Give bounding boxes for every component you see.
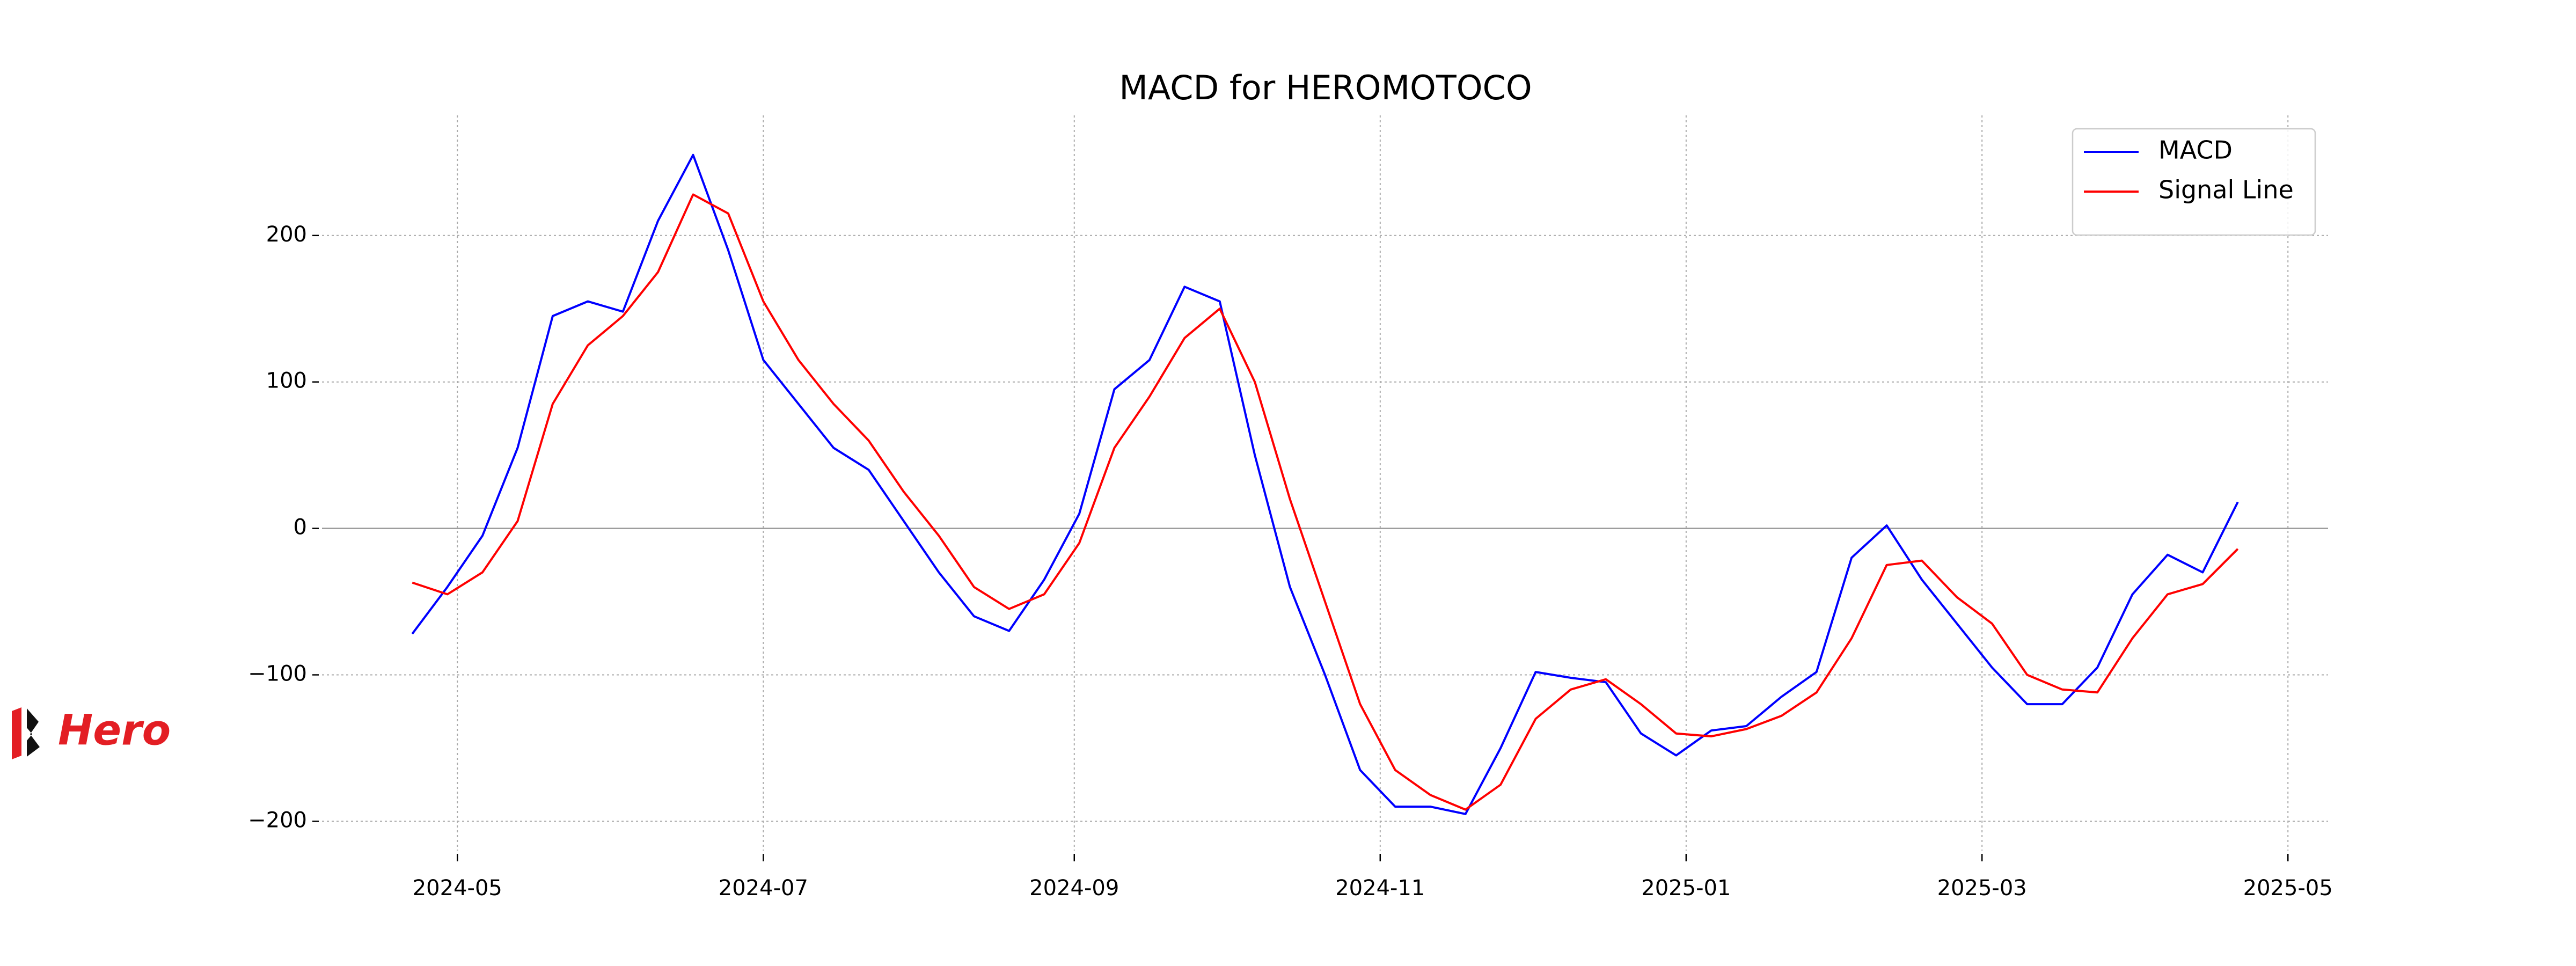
line-series	[412, 193, 2239, 811]
logo-icon	[27, 708, 40, 757]
logo-text: Hero	[58, 706, 171, 755]
chart-title: MACD for HEROMOTOCO	[1119, 68, 1532, 107]
legend-label: Signal Line	[2158, 175, 2294, 204]
x-tick-label: 2025-05	[2243, 876, 2333, 901]
x-tick-label: 2024-09	[1029, 876, 1119, 901]
y-tick-label: −200	[248, 808, 307, 832]
x-tick-label: 2025-03	[1937, 876, 2027, 901]
legend-label: MACD	[2158, 136, 2233, 165]
y-tick-label: 0	[294, 515, 307, 540]
logo-icon	[12, 707, 21, 759]
y-tick-label: 100	[266, 369, 307, 393]
legend-box	[2072, 128, 2316, 236]
x-tick-label: 2025-01	[1641, 876, 1731, 901]
y-tick-label: −100	[248, 662, 307, 686]
y-tick-label: 200	[266, 222, 307, 247]
x-tick-label: 2024-07	[719, 876, 808, 901]
line-series	[411, 153, 2239, 815]
logo: Hero	[12, 706, 171, 759]
x-tick-label: 2024-11	[1335, 876, 1425, 901]
x-tick-label: 2024-05	[413, 876, 502, 901]
